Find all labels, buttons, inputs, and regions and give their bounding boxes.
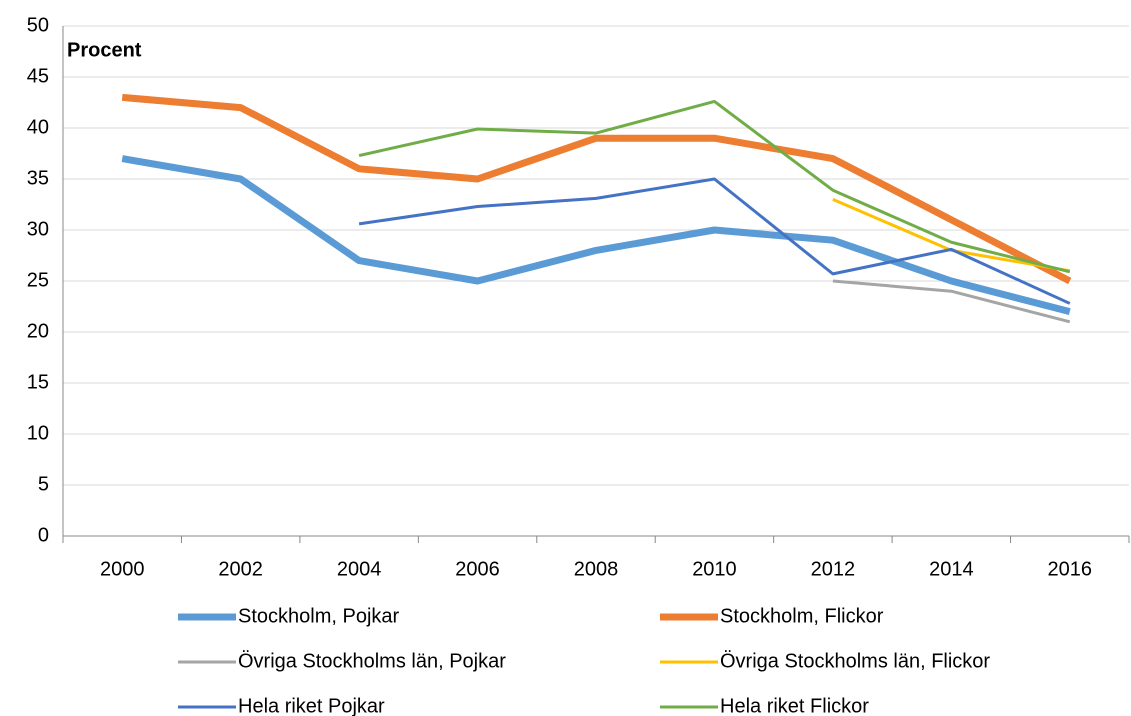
y-tick-label: 35 <box>27 167 49 189</box>
y-axis-label: Procent <box>67 39 142 61</box>
line-series <box>832 279 1071 324</box>
legend-label: Hela riket Pojkar <box>238 695 385 716</box>
y-tick-label: 30 <box>27 218 49 240</box>
x-tick-label: 2004 <box>337 558 382 580</box>
y-tick-label: 0 <box>38 524 49 546</box>
y-tick-label: 40 <box>27 116 49 138</box>
legend-label: Stockholm, Flickor <box>720 605 884 627</box>
line-series <box>358 99 1071 274</box>
y-tick-label: 10 <box>27 422 49 444</box>
x-tick-label: 2014 <box>929 558 974 580</box>
line-series <box>121 155 1071 315</box>
line-series <box>121 93 1072 285</box>
y-tick-label: 5 <box>38 473 49 495</box>
x-tick-label: 2010 <box>692 558 737 580</box>
y-tick-label: 20 <box>27 320 49 342</box>
x-tick-label: 2000 <box>100 558 145 580</box>
legend-label: Övriga Stockholms län, Pojkar <box>238 650 506 672</box>
legend-label: Övriga Stockholms län, Flickor <box>720 650 990 672</box>
y-tick-label: 15 <box>27 371 49 393</box>
y-tick-label: 25 <box>27 269 49 291</box>
x-tick-label: 2002 <box>218 558 263 580</box>
line-series <box>358 177 1071 305</box>
x-tick-label: 2008 <box>574 558 619 580</box>
x-tick-label: 2016 <box>1048 558 1093 580</box>
legend-label: Hela riket Flickor <box>720 695 869 716</box>
y-tick-label: 50 <box>27 14 49 36</box>
legend-label: Stockholm, Pojkar <box>238 605 400 627</box>
y-tick-label: 45 <box>27 65 49 87</box>
x-tick-label: 2006 <box>455 558 500 580</box>
x-tick-label: 2012 <box>811 558 856 580</box>
